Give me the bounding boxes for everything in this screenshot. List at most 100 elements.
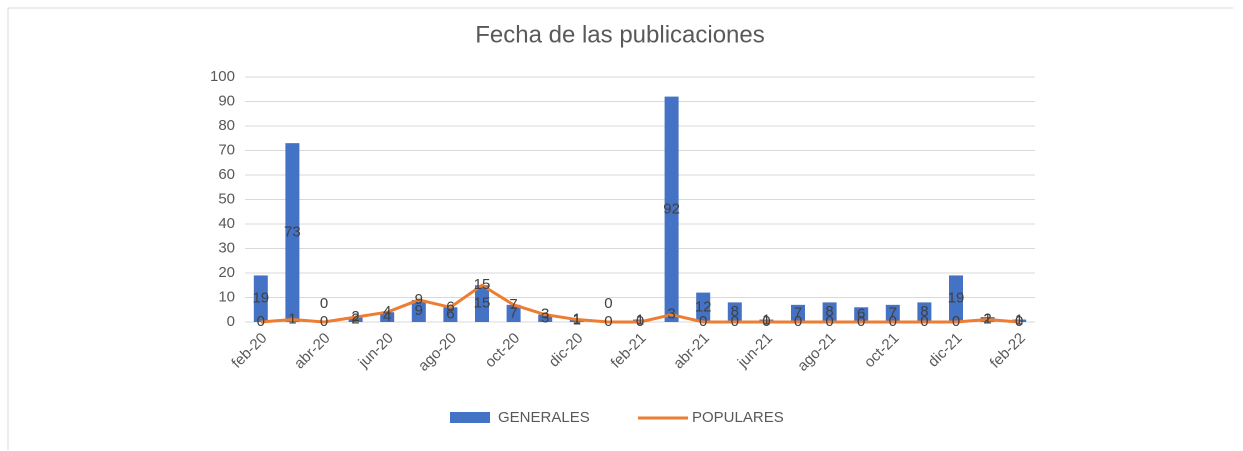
- data-label: 2: [983, 311, 991, 328]
- data-label: 0: [320, 313, 328, 330]
- y-tick-label: 70: [218, 141, 235, 158]
- x-tick-label: abr-20: [291, 330, 334, 373]
- bar: [822, 302, 837, 322]
- data-label: 0: [762, 313, 770, 330]
- y-tick-label: 100: [210, 68, 235, 85]
- data-label: 19: [948, 290, 965, 307]
- bar: [538, 314, 553, 322]
- x-tick-label: jun-20: [355, 330, 397, 372]
- legend-label: GENERALES: [498, 409, 590, 426]
- x-tick-label: abr-21: [670, 330, 713, 373]
- data-label: 0: [604, 313, 612, 330]
- chart-title: Fecha de las publicaciones: [475, 21, 765, 48]
- data-label: 0: [257, 313, 265, 330]
- x-tick-label: oct-20: [482, 330, 524, 372]
- data-label: 3: [667, 306, 675, 323]
- data-label: 9: [415, 302, 423, 319]
- y-tick-label: 0: [227, 313, 235, 330]
- x-tick-label: oct-21: [861, 330, 903, 372]
- y-tick-label: 50: [218, 190, 235, 207]
- data-label: 0: [731, 313, 739, 330]
- x-tick-label: dic-21: [925, 330, 966, 371]
- data-label: 4: [383, 303, 391, 320]
- data-label: 1: [1015, 312, 1023, 329]
- data-label: 0: [825, 313, 833, 330]
- data-label: 0: [1015, 313, 1023, 330]
- bar: [696, 292, 711, 322]
- data-label: 8: [825, 303, 833, 320]
- x-tick-label: ago-20: [415, 330, 460, 375]
- bar: [664, 96, 679, 322]
- data-label: 2: [351, 311, 359, 328]
- data-label: 2: [351, 308, 359, 325]
- data-label: 7: [509, 304, 517, 321]
- data-label: 0: [320, 295, 328, 312]
- bar: [443, 307, 458, 322]
- data-label: 1: [762, 312, 770, 329]
- data-label: 73: [284, 224, 301, 241]
- data-label: 3: [541, 306, 549, 323]
- chart-frame: [7, 7, 1233, 450]
- x-tick-label: dic-20: [546, 330, 587, 371]
- bar: [411, 299, 426, 322]
- data-label: 0: [889, 313, 897, 330]
- y-tick-label: 20: [218, 264, 235, 281]
- bar: [285, 143, 300, 322]
- y-tick-label: 90: [218, 92, 235, 109]
- bar: [506, 304, 521, 322]
- y-tick-label: 10: [218, 288, 235, 305]
- data-label: 8: [731, 303, 739, 320]
- bar: [727, 302, 742, 322]
- y-tick-label: 30: [218, 239, 235, 256]
- data-label: 0: [952, 313, 960, 330]
- data-label: 6: [857, 306, 865, 323]
- x-tick-label: feb-22: [987, 330, 1029, 372]
- legend-label: POPULARES: [692, 409, 784, 426]
- data-label: 6: [446, 298, 454, 315]
- line: [260, 283, 1020, 324]
- data-label: 3: [541, 309, 549, 326]
- x-tick-label: feb-20: [228, 330, 270, 372]
- data-label: 7: [794, 304, 802, 321]
- x-tick-label: feb-21: [608, 330, 650, 372]
- data-label: 4: [383, 308, 391, 325]
- data-label: 9: [415, 291, 423, 308]
- data-label: 0: [794, 313, 802, 330]
- data-label: 0: [699, 313, 707, 330]
- legend-swatch: [450, 412, 490, 423]
- data-label: 12: [695, 298, 712, 315]
- x-tick-label: ago-21: [794, 330, 839, 375]
- bar: [380, 312, 395, 322]
- data-label: 15: [474, 276, 491, 293]
- data-label: 7: [889, 304, 897, 321]
- bar: [348, 317, 363, 322]
- data-label: 0: [857, 313, 865, 330]
- data-label: 1: [636, 312, 644, 329]
- y-tick-label: 40: [218, 215, 235, 232]
- x-tick-label: jun-21: [734, 330, 776, 372]
- data-label: 15: [474, 295, 491, 312]
- bar: [791, 304, 805, 322]
- y-tick-label: 80: [218, 117, 235, 134]
- data-label: 0: [920, 313, 928, 330]
- bar: [917, 302, 932, 322]
- bar: [949, 275, 963, 322]
- bar: [854, 307, 869, 322]
- bar: [885, 304, 900, 322]
- data-label: 7: [509, 296, 517, 313]
- data-label: 19: [252, 290, 269, 307]
- data-label: 1: [983, 311, 991, 328]
- data-label: 6: [446, 306, 454, 323]
- data-label: 92: [663, 200, 680, 217]
- data-label: 1: [573, 312, 581, 329]
- data-label: 1: [573, 311, 581, 328]
- data-label: 0: [636, 313, 644, 330]
- y-tick-label: 60: [218, 166, 235, 183]
- data-label: 1: [288, 311, 296, 328]
- bar: [253, 275, 268, 322]
- bar: [475, 285, 489, 322]
- data-label: 8: [920, 303, 928, 320]
- data-label: 0: [604, 295, 612, 312]
